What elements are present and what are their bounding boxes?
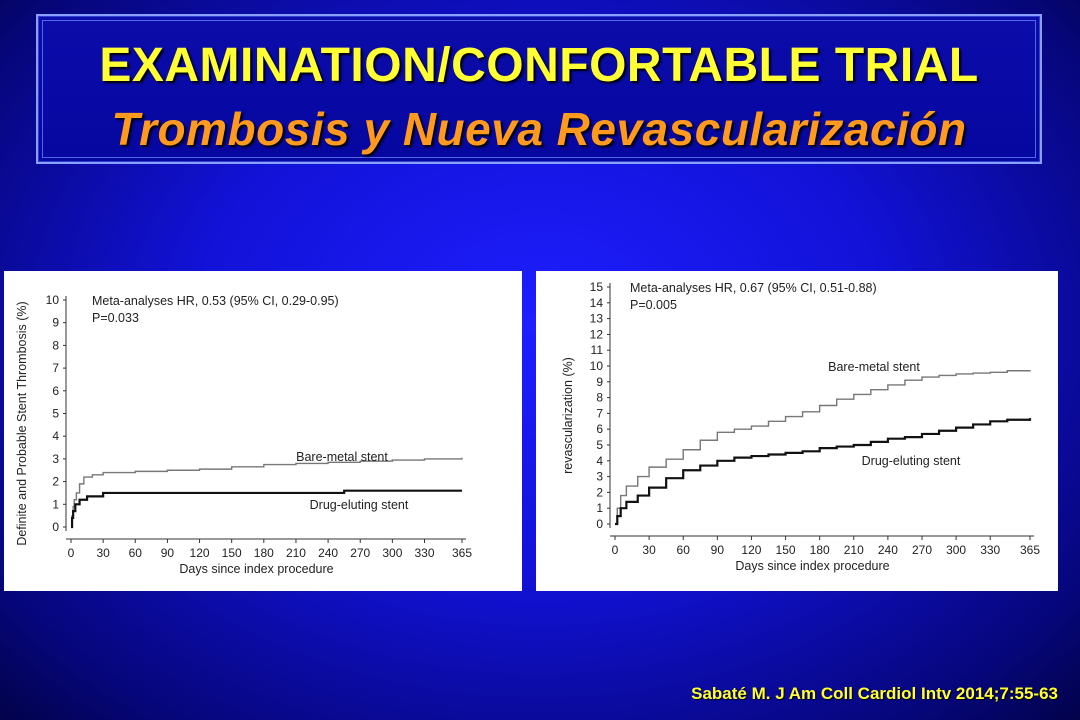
x-tick-label: 330	[414, 546, 434, 560]
chart-panel-revascularization: 0 1 2 3 4 5 6 7 8 9 10 11 12 13 14 15 0 30 60 90 120 150 180 21…	[536, 271, 1058, 591]
x-tick-label: 30	[96, 546, 110, 560]
x-tick-label: 150	[776, 543, 796, 557]
series-line-bare-metal	[615, 369, 1031, 525]
y-tick-label: 0	[52, 520, 59, 534]
x-tick-label: 0	[68, 546, 75, 560]
y-axis-label: Definite and Probable Stent Thrombosis (…	[15, 301, 29, 545]
x-tick-label: 270	[912, 543, 932, 557]
x-tick-label: 240	[318, 546, 338, 560]
y-tick-label: 10	[590, 359, 604, 373]
title-box: EXAMINATION/CONFORTABLE TRIAL Trombosis …	[36, 14, 1042, 164]
p-value-annotation: P=0.005	[630, 298, 677, 312]
x-tick-label: 210	[844, 543, 864, 557]
chart-panel-stent-thrombosis: 0 1 2 3 4 5 6 7 8 9 10 0 30 60 90 120 150 180 210 240 270 300…	[4, 271, 522, 591]
x-axis-label: Days since index procedure	[179, 562, 333, 576]
x-tick-label: 240	[878, 543, 898, 557]
y-tick-label: 6	[52, 384, 59, 398]
x-tick-label: 120	[741, 543, 761, 557]
y-tick-label: 12	[590, 327, 604, 341]
series-label-bare-metal: Bare-metal stent	[828, 360, 920, 374]
y-tick-label: 8	[596, 391, 603, 405]
x-tick-label: 150	[222, 546, 242, 560]
y-tick-label: 1	[596, 501, 603, 515]
hazard-ratio-annotation: Meta-analyses HR, 0.67 (95% CI, 0.51-0.8…	[630, 281, 877, 295]
x-tick-label: 60	[677, 543, 691, 557]
y-tick-label: 2	[52, 475, 59, 489]
y-tick-label: 4	[596, 454, 603, 468]
x-tick-label: 365	[452, 546, 472, 560]
hazard-ratio-annotation: Meta-analyses HR, 0.53 (95% CI, 0.29-0.9…	[92, 294, 339, 308]
x-tick-label: 120	[190, 546, 210, 560]
slide-title: EXAMINATION/CONFORTABLE TRIAL	[99, 39, 979, 92]
x-tick-label: 300	[382, 546, 402, 560]
y-tick-label: 7	[596, 406, 603, 420]
y-tick-label: 10	[46, 293, 60, 307]
stent-thrombosis-chart: 0 1 2 3 4 5 6 7 8 9 10 0 30 60 90 120 150 180 210 240 270 300…	[15, 293, 472, 576]
x-tick-label: 30	[642, 543, 656, 557]
y-tick-label: 13	[590, 312, 604, 326]
x-axis-label: Days since index procedure	[735, 559, 889, 573]
y-tick-label: 6	[596, 422, 603, 436]
series-line-drug-eluting	[70, 489, 462, 529]
y-tick-label: 15	[590, 280, 604, 294]
series-label-drug-eluting: Drug-eluting stent	[862, 454, 961, 468]
x-tick-label: 90	[161, 546, 175, 560]
y-tick-label: 0	[596, 517, 603, 531]
x-tick-label: 0	[612, 543, 619, 557]
p-value-annotation: P=0.033	[92, 311, 139, 325]
citation: Sabaté M. J Am Coll Cardiol Intv 2014;7:…	[691, 684, 1058, 703]
x-tick-label: 365	[1020, 543, 1040, 557]
y-tick-label: 7	[52, 361, 59, 375]
y-tick-label: 4	[52, 429, 59, 443]
y-tick-label: 1	[52, 497, 59, 511]
x-tick-label: 330	[980, 543, 1000, 557]
y-tick-label: 5	[52, 407, 59, 421]
series-line-drug-eluting	[615, 418, 1032, 526]
y-axis-label: revascularization (%)	[561, 357, 575, 474]
y-tick-label: 11	[591, 343, 604, 357]
y-tick-label: 5	[596, 438, 603, 452]
series-line-bare-metal	[71, 457, 463, 528]
y-tick-label: 3	[52, 452, 59, 466]
x-tick-label: 210	[286, 546, 306, 560]
y-tick-label: 2	[596, 485, 603, 499]
y-tick-label: 3	[596, 470, 603, 484]
y-tick-label: 9	[596, 375, 603, 389]
x-tick-label: 90	[711, 543, 725, 557]
x-tick-label: 300	[946, 543, 966, 557]
y-tick-label: 8	[52, 338, 59, 352]
x-tick-label: 180	[810, 543, 830, 557]
x-tick-label: 270	[350, 546, 370, 560]
y-tick-label: 14	[590, 296, 604, 310]
x-tick-label: 180	[254, 546, 274, 560]
slide-subtitle: Trombosis y Nueva Revascularización	[111, 103, 967, 155]
series-label-drug-eluting: Drug-eluting stent	[310, 498, 409, 512]
series-label-bare-metal: Bare-metal stent	[296, 450, 388, 464]
x-tick-label: 60	[129, 546, 143, 560]
y-tick-label: 9	[52, 316, 59, 330]
